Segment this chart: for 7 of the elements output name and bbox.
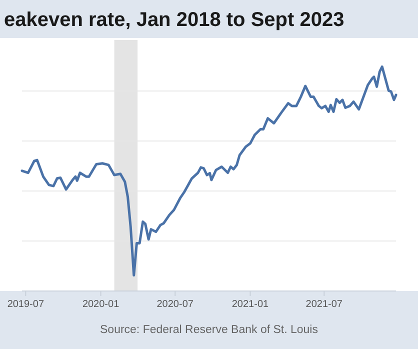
x-tick-label: 2020-01	[82, 299, 120, 310]
x-tick-label: 2021-07	[306, 299, 343, 310]
chart-title: eakeven rate, Jan 2018 to Sept 2023	[4, 9, 344, 31]
source-note: Source: Federal Reserve Bank of St. Louis	[100, 324, 318, 336]
x-tick-label: 2019-07	[7, 299, 44, 310]
x-tick-label: 2020-07	[156, 299, 194, 310]
x-tick-label: 2021-01	[232, 299, 270, 310]
